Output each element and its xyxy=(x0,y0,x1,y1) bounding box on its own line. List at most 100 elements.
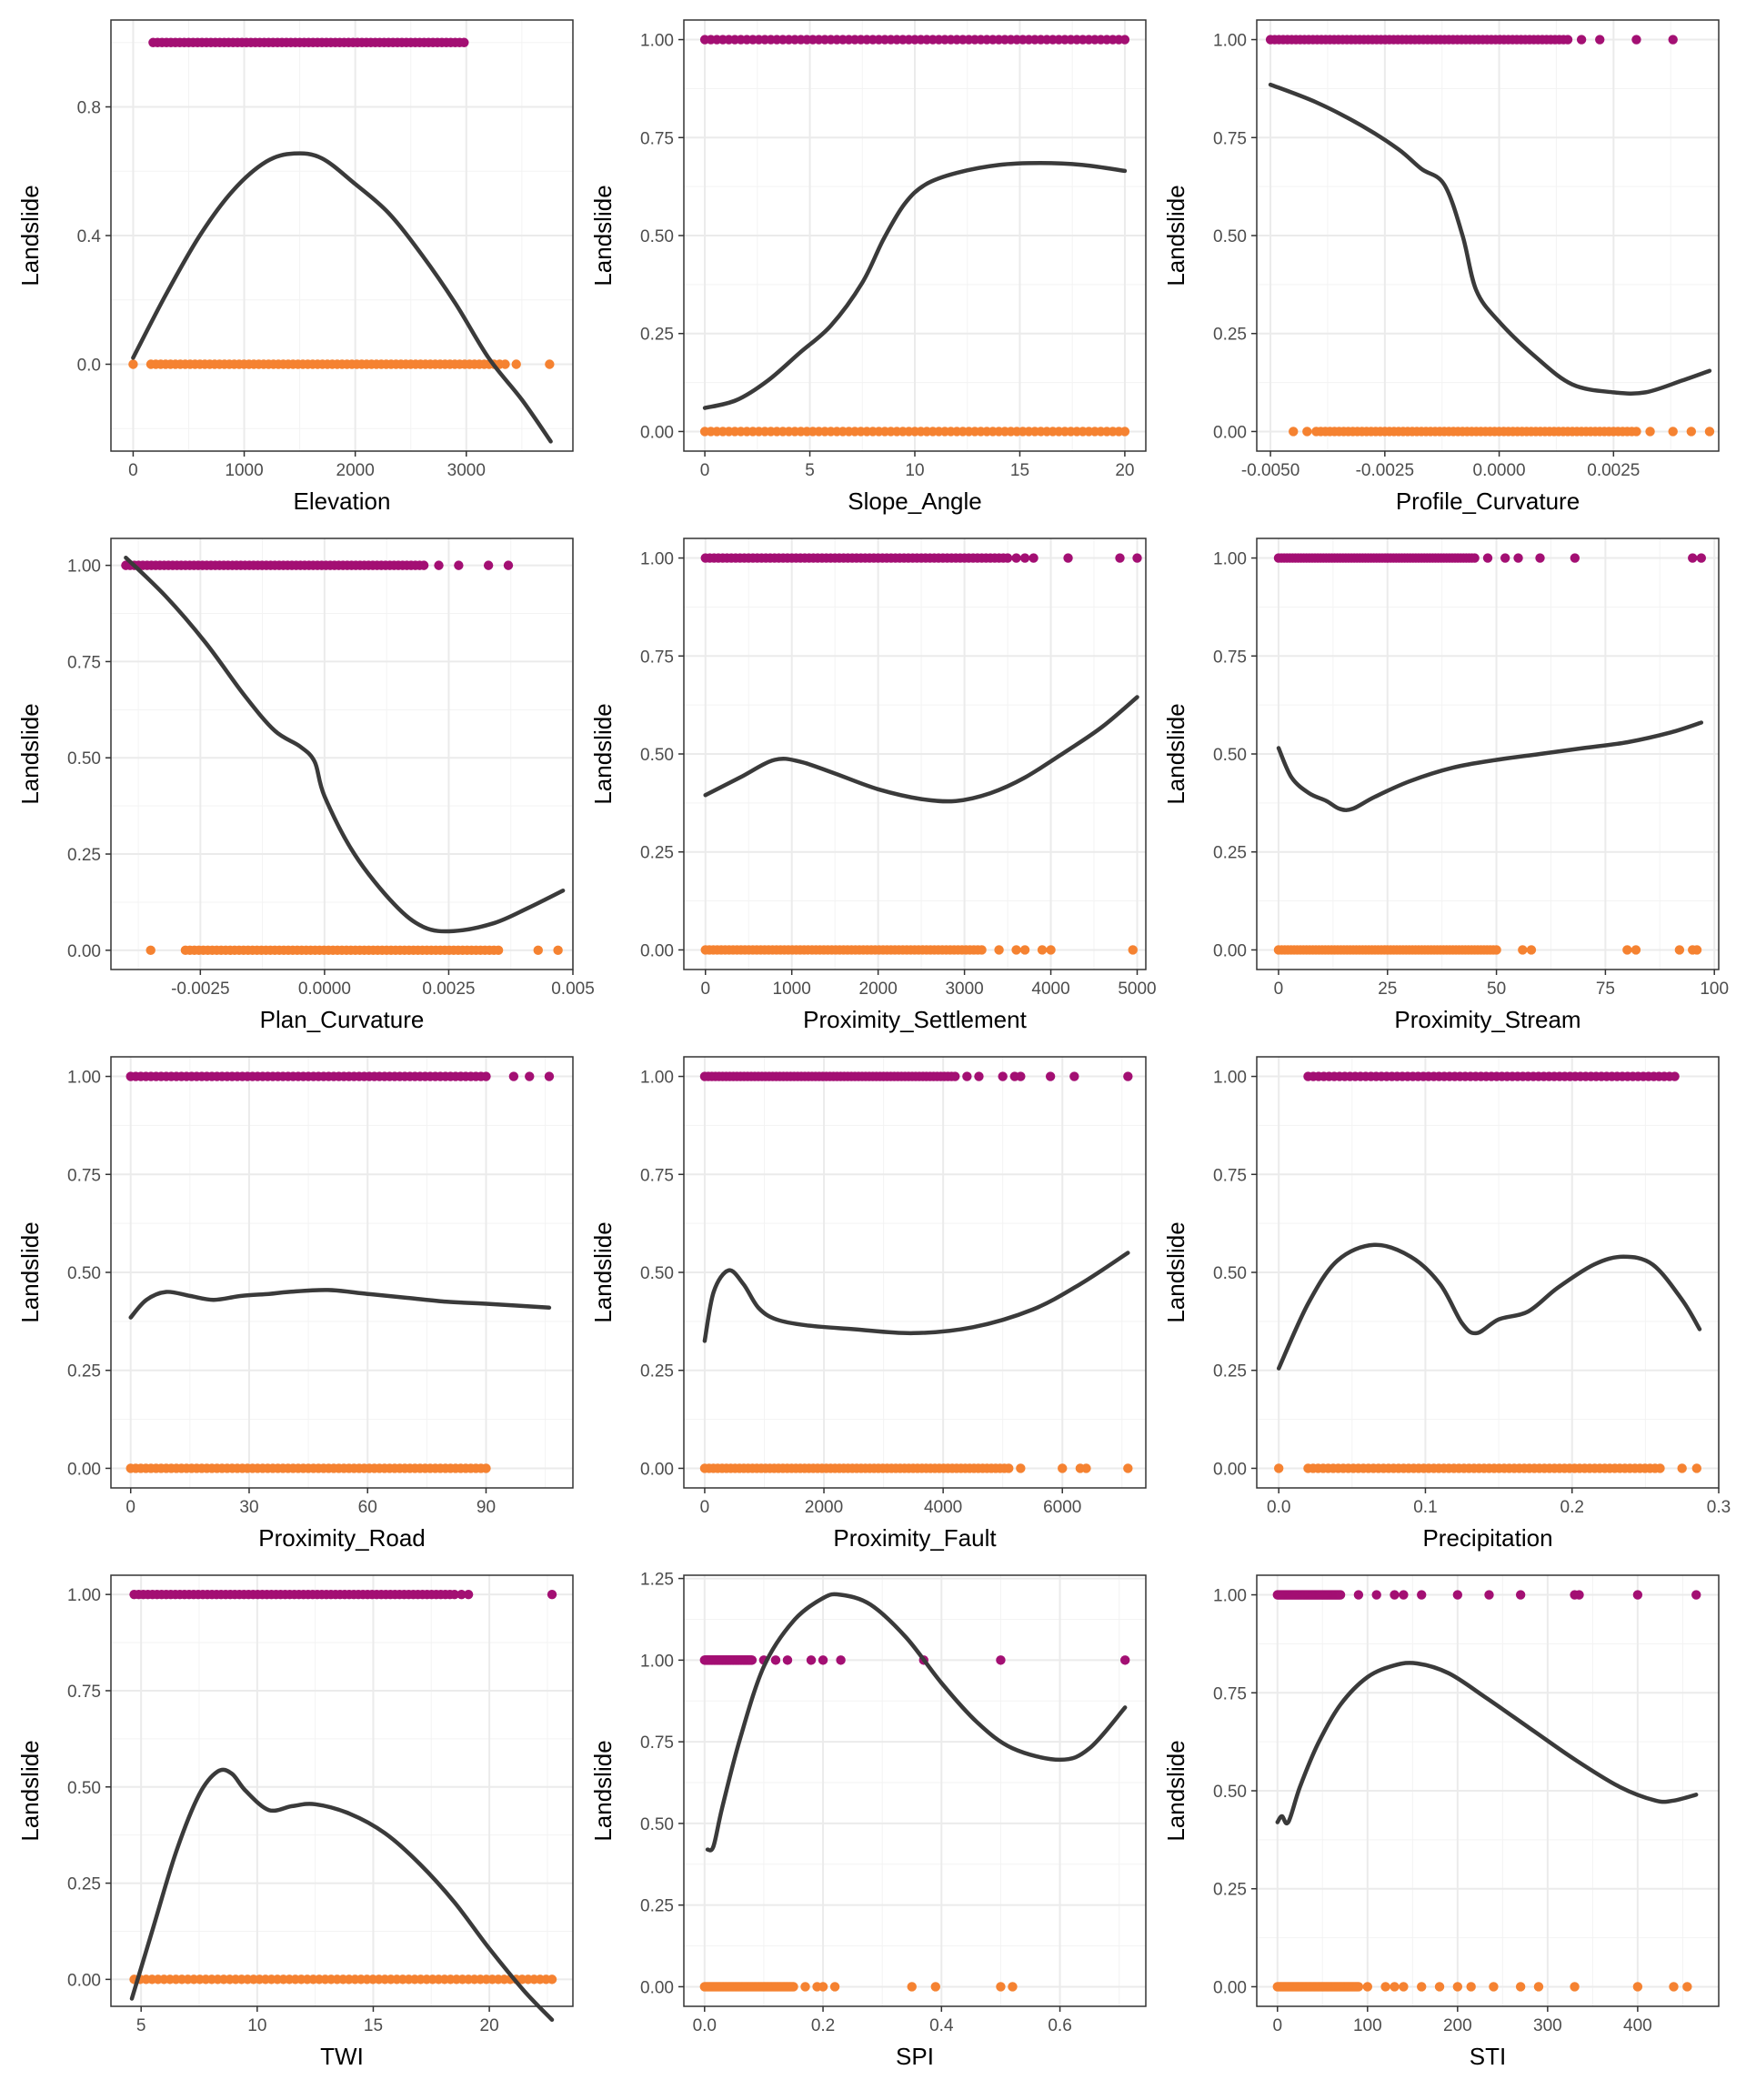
y-tick-label: 1.00 xyxy=(67,1586,101,1605)
x-axis-title: Proximity_Fault xyxy=(833,1524,997,1552)
non-landslide-point xyxy=(1004,1463,1014,1473)
landslide-point xyxy=(1696,553,1707,563)
landslide-point xyxy=(996,1655,1006,1665)
panel-2: 0 5 10 15 20 0.00 0.25 0.50 0.75 1.00 Slope_Angle L… xyxy=(589,19,1147,515)
x-tick-label: 10 xyxy=(905,461,924,480)
landslide-point xyxy=(1069,1071,1079,1081)
non-landslide-point xyxy=(1622,945,1632,955)
non-landslide-point xyxy=(1491,945,1501,955)
landslide-point xyxy=(503,560,514,570)
non-landslide-point xyxy=(1399,1982,1409,1992)
y-tick-label: 0.25 xyxy=(67,1362,101,1382)
y-axis-title: Landslide xyxy=(589,703,617,804)
y-tick-label: 0.00 xyxy=(640,1978,674,1997)
landslide-point xyxy=(1595,35,1605,45)
landslide-point xyxy=(1574,1590,1584,1600)
y-tick-label: 0.00 xyxy=(67,1460,101,1479)
non-landslide-point xyxy=(1128,945,1138,955)
non-landslide-point xyxy=(1686,427,1697,437)
x-tick-label: 2000 xyxy=(805,1498,843,1517)
y-tick-label: 0.25 xyxy=(1213,326,1247,345)
y-tick-label: 0.25 xyxy=(67,1875,101,1894)
y-tick-label: 0.50 xyxy=(67,749,101,769)
non-landslide-point xyxy=(1518,945,1528,955)
y-tick-label: 1.00 xyxy=(640,550,674,569)
x-tick-label: 3000 xyxy=(945,980,983,999)
y-tick-label: 0.75 xyxy=(640,648,674,667)
landslide-point xyxy=(1371,1590,1381,1600)
x-tick-label: -0.0050 xyxy=(1241,461,1299,480)
non-landslide-point xyxy=(1123,1463,1133,1473)
landslide-point xyxy=(770,1655,781,1665)
non-landslide-point xyxy=(788,1982,798,1992)
panel-6: 0 25 50 75 100 0.00 0.25 0.50 0.75 1.00 Proximity_… xyxy=(1162,538,1729,1033)
y-tick-label: 0.00 xyxy=(640,423,674,442)
landslide-point xyxy=(1632,1590,1643,1600)
smooth-curve xyxy=(705,1592,1128,1853)
panel-border xyxy=(110,1574,574,2007)
x-axis-title: Precipitation xyxy=(1422,1524,1552,1552)
x-axis-title: Proximity_Road xyxy=(258,1524,426,1552)
x-tick-label: 0 xyxy=(700,461,710,480)
non-landslide-point xyxy=(994,945,1004,955)
landslide-point xyxy=(1482,553,1493,563)
y-tick-label: 1.00 xyxy=(1213,550,1247,569)
non-landslide-point xyxy=(146,945,156,956)
y-tick-label: 0.00 xyxy=(67,942,101,961)
y-tick-label: 1.00 xyxy=(67,1069,101,1088)
x-tick-label: 15 xyxy=(364,2016,383,2035)
landslide-point xyxy=(974,1071,984,1081)
landslide-point xyxy=(1513,553,1523,563)
landslide-point xyxy=(1016,1071,1026,1081)
y-tick-label: 0.50 xyxy=(67,1779,101,1798)
y-tick-label: 0.25 xyxy=(1213,1362,1247,1382)
x-axis-title: Proximity_Settlement xyxy=(803,1006,1027,1033)
y-tick-label: 1.00 xyxy=(640,1652,674,1671)
landslide-point xyxy=(1688,553,1698,563)
smooth-curve xyxy=(702,161,1128,410)
x-tick-label: 0.4 xyxy=(929,2016,954,2035)
y-axis-title: Landslide xyxy=(589,1740,617,1841)
y-tick-label: 0.25 xyxy=(67,846,101,865)
y-tick-label: 0.4 xyxy=(77,227,102,246)
non-landslide-point xyxy=(1466,1982,1476,1992)
smooth-curve xyxy=(703,695,1139,804)
panel-10: 5 10 15 20 0.00 0.25 0.50 0.75 1.00 TWI Landslide xyxy=(16,1574,574,2070)
y-tick-label: 0.00 xyxy=(67,1971,101,1990)
x-axis-title: STI xyxy=(1470,2043,1506,2070)
x-tick-label: 25 xyxy=(1378,980,1397,999)
landslide-point xyxy=(1484,1590,1494,1600)
landslide-point xyxy=(1019,553,1030,563)
landslide-point xyxy=(1132,553,1142,563)
y-tick-label: 0.8 xyxy=(77,99,101,118)
y-tick-label: 0.75 xyxy=(1213,648,1247,667)
non-landslide-point xyxy=(1019,945,1030,955)
landslide-point xyxy=(1399,1590,1409,1600)
landslide-point xyxy=(1562,35,1573,45)
landslide-point xyxy=(463,1589,474,1600)
y-axis-title: Landslide xyxy=(16,703,44,804)
x-tick-label: 0.0000 xyxy=(298,980,351,999)
non-landslide-point xyxy=(481,1463,491,1473)
y-tick-label: 0.50 xyxy=(640,1815,674,1834)
x-tick-label: 200 xyxy=(1443,2016,1472,2035)
y-tick-label: 0.50 xyxy=(1213,227,1247,246)
x-tick-label: 50 xyxy=(1487,980,1506,999)
y-tick-label: 0.25 xyxy=(1213,844,1247,863)
y-tick-label: 0.75 xyxy=(67,1166,101,1185)
landslide-point xyxy=(1670,1071,1680,1081)
landslide-point xyxy=(547,1589,557,1600)
landslide-point xyxy=(459,37,469,47)
non-landslide-point xyxy=(1390,1982,1400,1992)
non-landslide-point xyxy=(818,1982,828,1992)
smooth-curve xyxy=(1276,720,1704,812)
smooth-curve xyxy=(1276,1242,1702,1371)
panel-border xyxy=(683,1574,1147,2007)
x-tick-label: 100 xyxy=(1700,980,1729,999)
landslide-point xyxy=(1668,35,1678,45)
x-tick-label: -0.0025 xyxy=(171,980,229,999)
x-axis-title: SPI xyxy=(896,2043,934,2070)
panel-5: 0 1000 2000 3000 4000 5000 0.00 0.25 0.50 0.75 1.0… xyxy=(589,538,1157,1033)
non-landslide-point xyxy=(1081,1463,1091,1473)
